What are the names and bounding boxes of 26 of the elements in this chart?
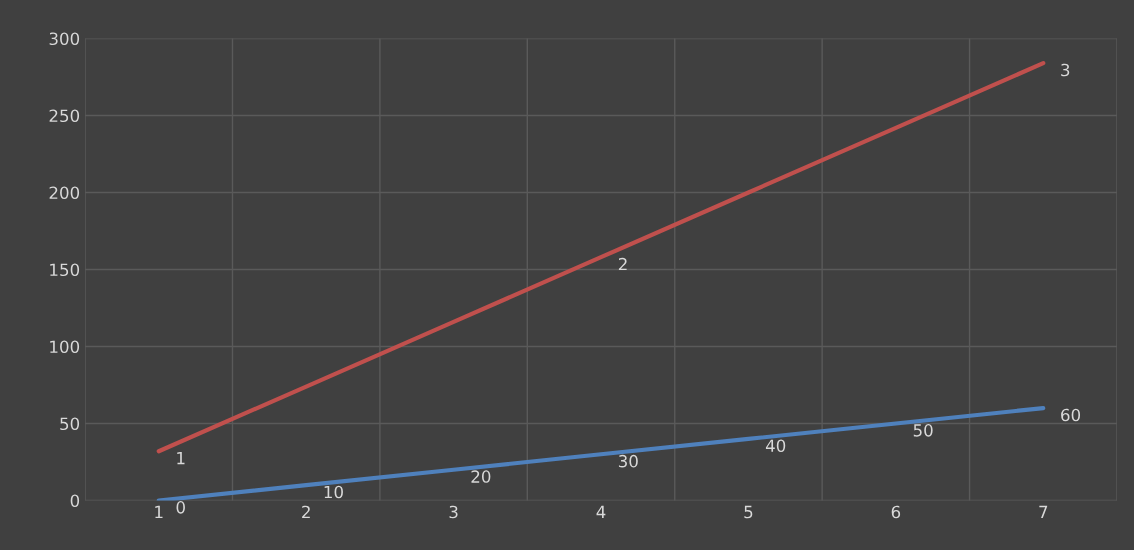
- x-tick-label: 6: [891, 505, 901, 519]
- y-tick-label: 300: [49, 32, 80, 46]
- y-tick-label: 250: [49, 109, 80, 123]
- x-tick-label: 5: [744, 505, 753, 519]
- x-tick-label: 1: [155, 505, 163, 519]
- line-series: [156, 406, 1046, 501]
- data-label: 60: [1061, 408, 1081, 422]
- x-tick-label: 4: [596, 505, 606, 519]
- y-tick-label: 150: [50, 263, 80, 277]
- y-tick-label: 200: [49, 186, 80, 200]
- annotation: 1: [177, 452, 185, 465]
- x-tick-label: 2: [302, 505, 310, 519]
- y-tick-label: 100: [50, 340, 80, 354]
- data-label: 50: [913, 424, 933, 437]
- annotation: 2: [618, 257, 627, 271]
- x-tick-label: 7: [1039, 505, 1048, 519]
- data-label: 30: [618, 454, 638, 468]
- data-label: 10: [324, 485, 343, 499]
- data-label: 20: [471, 470, 491, 483]
- data-label: 40: [765, 439, 786, 453]
- data-label: 0: [176, 501, 185, 514]
- line-series: [156, 61, 1046, 454]
- annotation: 3: [1061, 63, 1070, 77]
- x-tick-label: 3: [449, 505, 458, 519]
- y-tick-label: 50: [60, 417, 80, 431]
- y-tick-label: 0: [70, 494, 80, 508]
